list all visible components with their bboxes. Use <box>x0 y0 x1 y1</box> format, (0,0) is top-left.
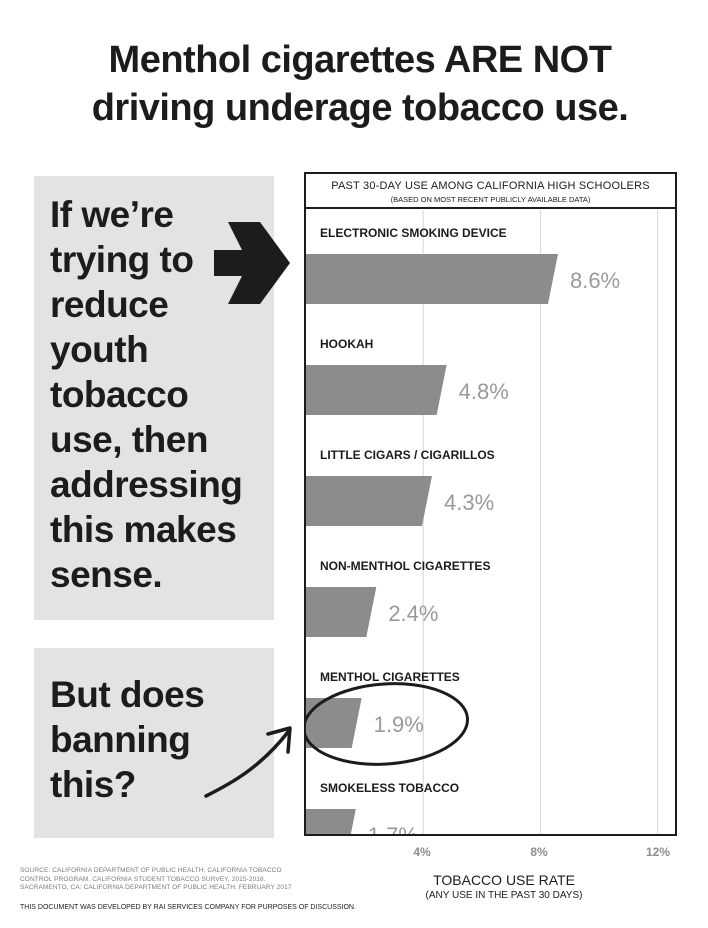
x-tick-label: 12% <box>645 845 671 859</box>
callout-top-line: use, then <box>50 419 208 460</box>
callout-top-line: If we’re <box>50 194 174 235</box>
source-note: SOURCE: CALIFORNIA DEPARTMENT OF PUBLIC … <box>20 867 320 893</box>
callout-bottom-line: But does <box>50 674 205 715</box>
callout-top-line: tobacco <box>50 374 189 415</box>
bar-value-label: 4.3% <box>444 490 494 515</box>
callout-text-top: If we’re trying to reduce youth tobacco … <box>50 192 243 597</box>
source-line: SACRAMENTO, CA: CALIFORNIA DEPARTMENT OF… <box>20 884 292 891</box>
bar-category-label: LITTLE CIGARS / CIGARILLOS <box>320 448 495 462</box>
callout-top-line: addressing <box>50 464 243 505</box>
callout-text-bottom: But does banning this? <box>50 672 205 807</box>
callout-panel-bottom: But does banning this? <box>34 648 274 838</box>
bar-category-label: NON-MENTHOL CIGARETTES <box>320 559 490 573</box>
callout-top-line: sense. <box>50 554 163 595</box>
x-tick-label: 4% <box>413 845 431 859</box>
x-axis-sublabel: (ANY USE IN THE PAST 30 DAYS) <box>425 890 583 901</box>
x-axis-label: TOBACCO USE RATE <box>433 872 575 888</box>
bar <box>306 254 558 304</box>
callout-top-line: trying to <box>50 239 194 280</box>
bar-value-label: 1.9% <box>374 712 424 737</box>
curved-arrow-icon <box>204 726 292 798</box>
x-tick-label: 8% <box>530 845 548 859</box>
chart-frame: PAST 30-DAY USE AMONG CALIFORNIA HIGH SC… <box>304 172 677 836</box>
bar-category-label: HOOKAH <box>320 337 373 351</box>
source-line: SOURCE: CALIFORNIA DEPARTMENT OF PUBLIC … <box>20 867 282 874</box>
callout-bottom-line: banning <box>50 719 191 760</box>
bar <box>306 587 377 637</box>
callout-bottom-line: this? <box>50 764 136 805</box>
chart-title: PAST 30-DAY USE AMONG CALIFORNIA HIGH SC… <box>331 180 650 192</box>
headline-line-1: Menthol cigarettes ARE NOT <box>108 39 612 81</box>
headline: Menthol cigarettes ARE NOT driving under… <box>30 36 690 132</box>
right-arrow-icon <box>214 222 290 304</box>
chart-subtitle: (BASED ON MOST RECENT PUBLICLY AVAILABLE… <box>390 195 591 204</box>
bar <box>306 476 432 526</box>
bar <box>306 809 356 834</box>
bar-value-label: 8.6% <box>570 268 620 293</box>
source-line: CONTROL PROGRAM. CALIFORNIA STUDENT TOBA… <box>20 875 266 883</box>
highlight-circle <box>306 682 470 766</box>
disclaimer: THIS DOCUMENT WAS DEVELOPED BY RAI SERVI… <box>20 904 356 911</box>
bar-category-label: SMOKELESS TOBACCO <box>320 781 459 795</box>
callout-top-line: this makes <box>50 509 237 550</box>
bar-category-label: ELECTRONIC SMOKING DEVICE <box>320 226 507 240</box>
chart-title-rule <box>306 207 675 209</box>
bar-chart: ELECTRONIC SMOKING DEVICE 8.6% HOOKAH 4.8% L… <box>306 210 659 834</box>
bar-value-label: 2.4% <box>388 601 438 626</box>
bar-value-label: 4.8% <box>459 379 509 404</box>
callout-top-line: reduce <box>50 284 169 325</box>
bar-value-label: 1.7% <box>368 823 418 834</box>
callout-top-line: youth <box>50 329 149 370</box>
headline-line-2: driving underage tobacco use. <box>91 87 629 129</box>
bar-category-label: MENTHOL CIGARETTES <box>320 670 460 684</box>
bar <box>306 698 362 748</box>
bar <box>306 365 447 415</box>
